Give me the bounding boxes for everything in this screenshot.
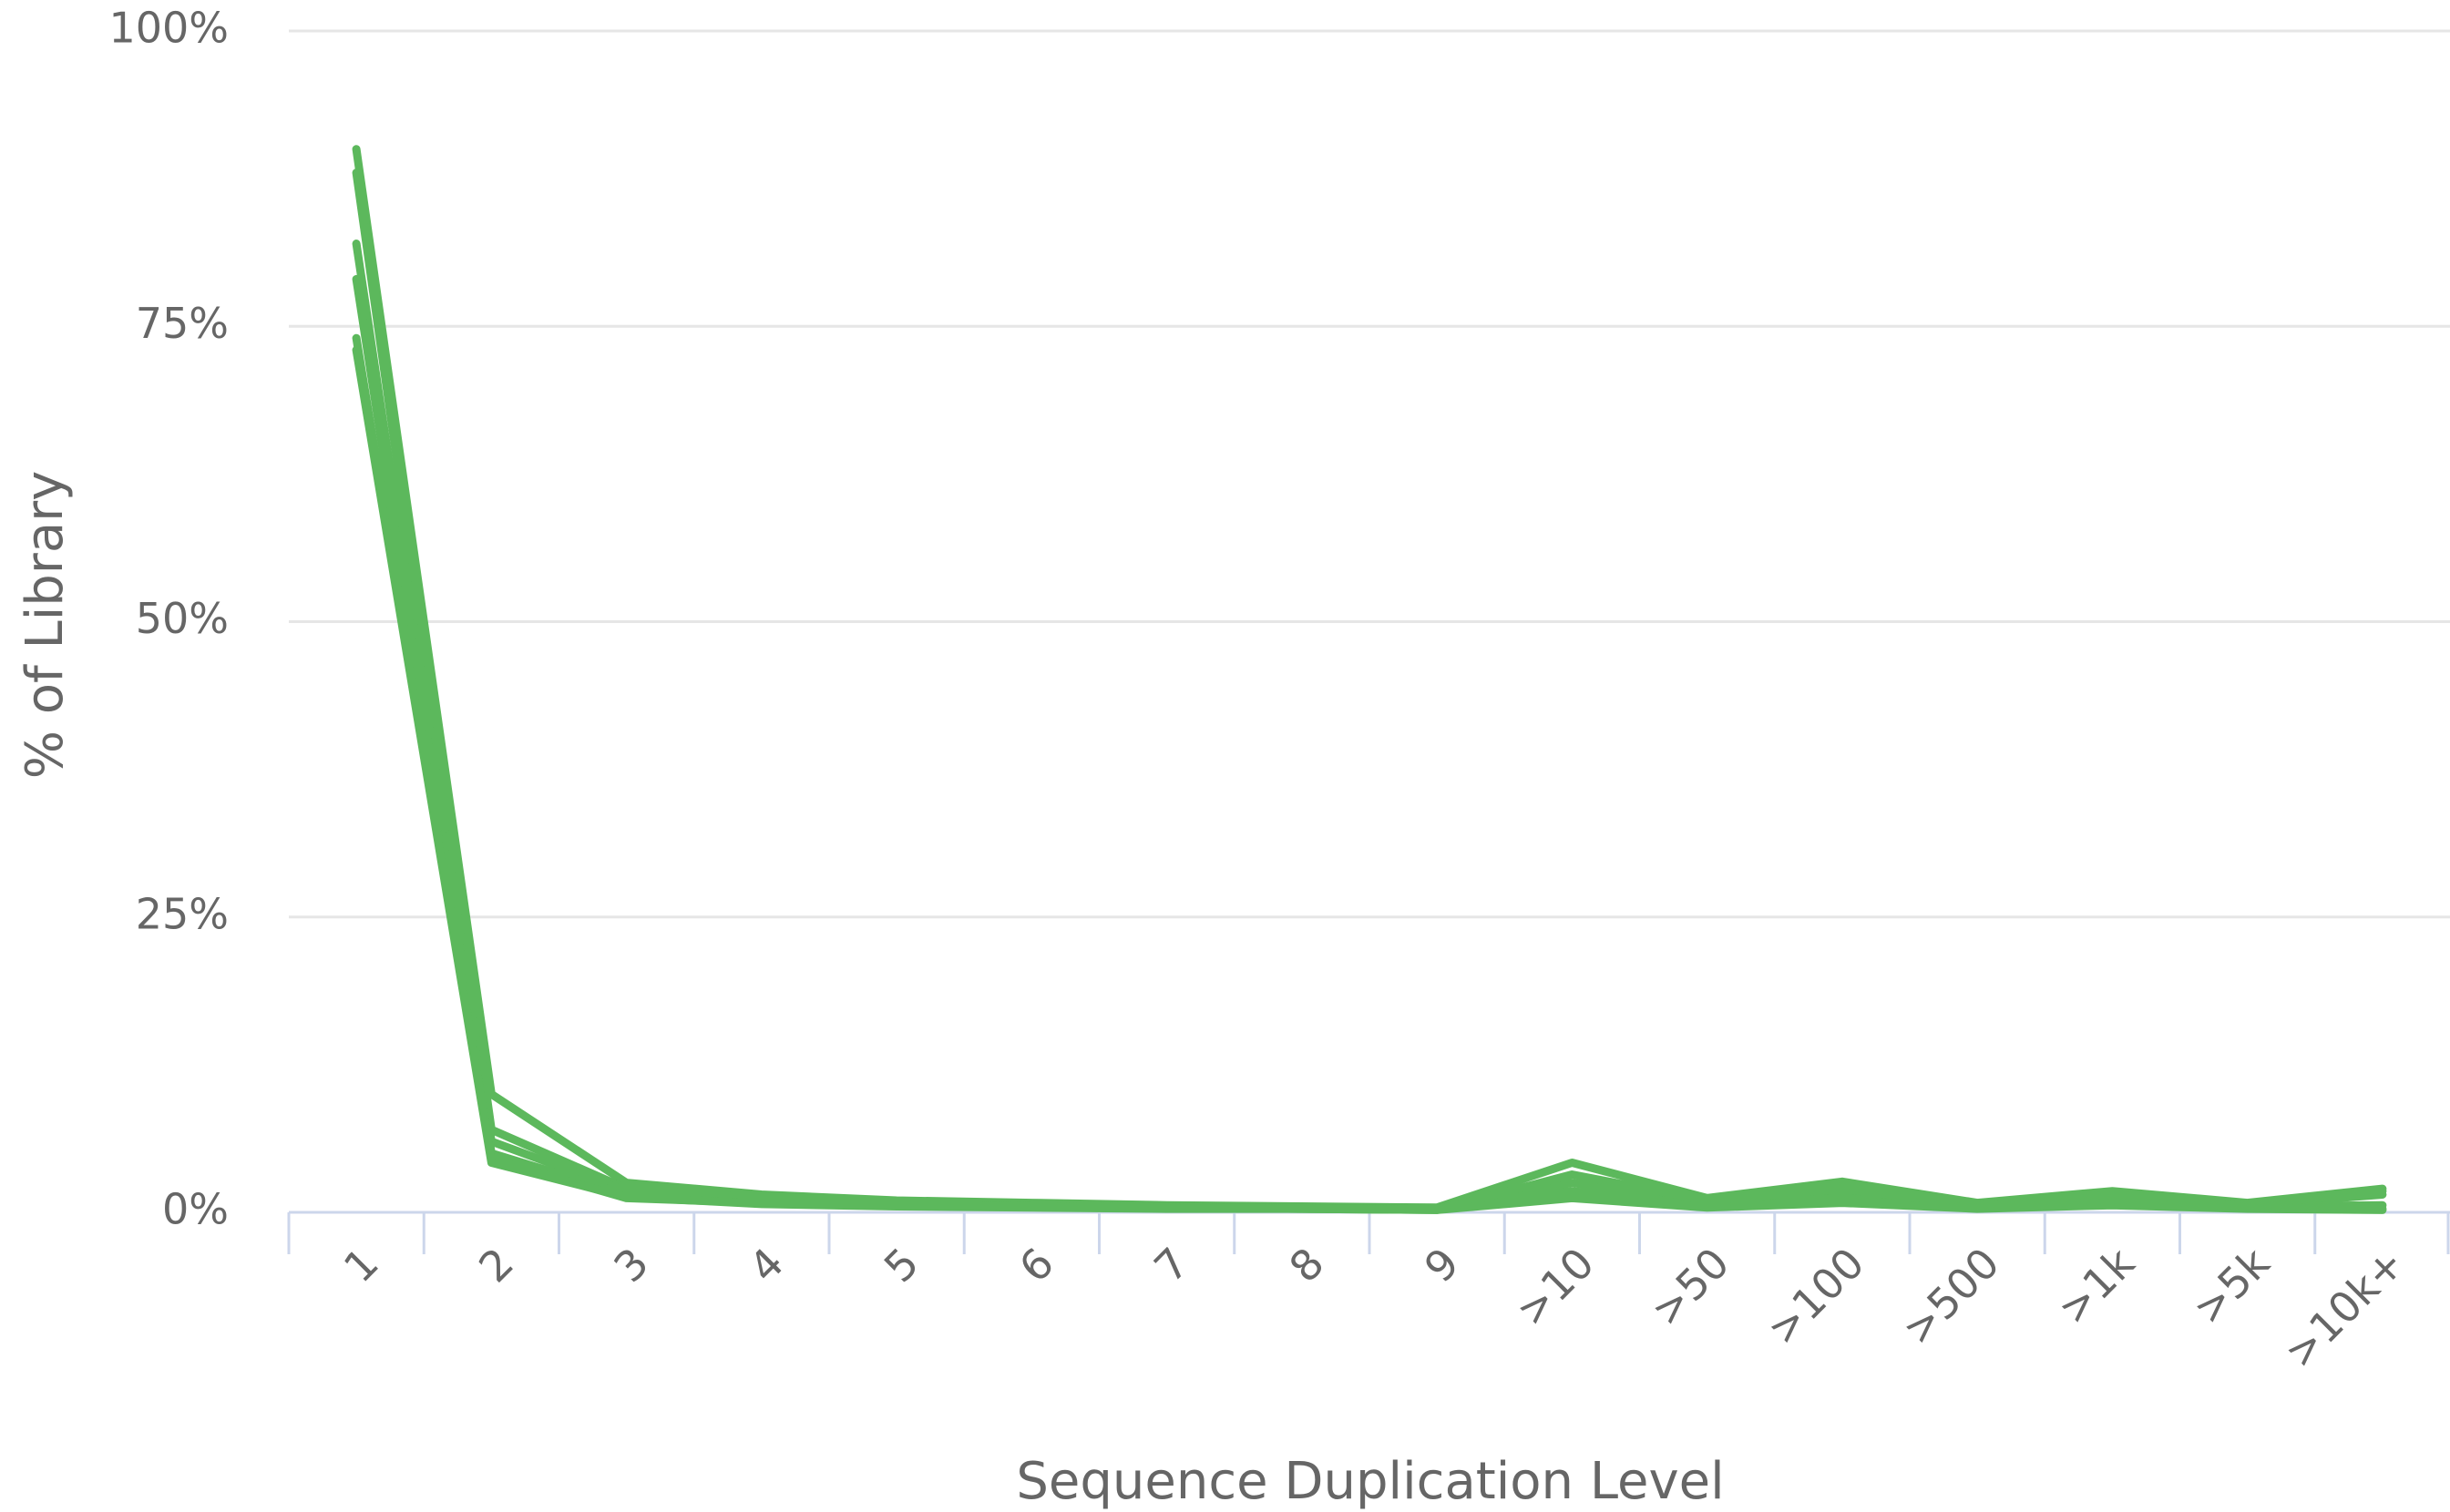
y-tick-label: 50% — [136, 594, 229, 643]
x-tick-label: >10k+ — [2275, 1238, 2414, 1377]
x-tick-label: 6 — [1010, 1238, 1063, 1292]
x-tick-label: >50 — [1641, 1238, 1738, 1335]
series-line — [352, 333, 2387, 1214]
y-tick-label: 0% — [162, 1185, 229, 1234]
series-line — [352, 274, 2387, 1213]
x-tick-label: 5 — [875, 1238, 928, 1292]
series-line — [352, 345, 2387, 1214]
x-tick-label: 2 — [469, 1238, 523, 1292]
x-tick-label: 3 — [604, 1238, 658, 1292]
y-tick-label: 25% — [136, 889, 229, 938]
series-line — [352, 169, 2387, 1213]
x-tick-label: >100 — [1758, 1238, 1874, 1354]
y-tick-label: 100% — [108, 4, 229, 53]
x-tick-label: >5k — [2183, 1238, 2279, 1333]
series-lines — [352, 145, 2387, 1214]
y-tick-label: 75% — [136, 299, 229, 348]
y-axis-title: % of Library — [15, 471, 75, 780]
x-tick-label: >10 — [1506, 1238, 1604, 1335]
x-axis-title: Sequence Duplication Level — [1016, 1452, 1724, 1511]
x-tick-label: >1k — [2048, 1238, 2144, 1333]
grid — [289, 29, 2450, 1214]
x-tick-label: 9 — [1415, 1238, 1469, 1292]
x-tick-label: 1 — [334, 1238, 388, 1292]
x-tick-label: 8 — [1280, 1238, 1334, 1292]
x-tick-label: 4 — [740, 1238, 794, 1292]
x-tick-label: 7 — [1144, 1238, 1198, 1292]
x-tick-label: >500 — [1892, 1238, 2009, 1354]
axes: 0% 25% 50% 75% 100% 1 2 3 4 5 6 7 8 9 >10 >50 >100 >500 >1… — [108, 4, 2450, 1377]
series-line — [352, 145, 2387, 1212]
series-line — [352, 240, 2387, 1213]
